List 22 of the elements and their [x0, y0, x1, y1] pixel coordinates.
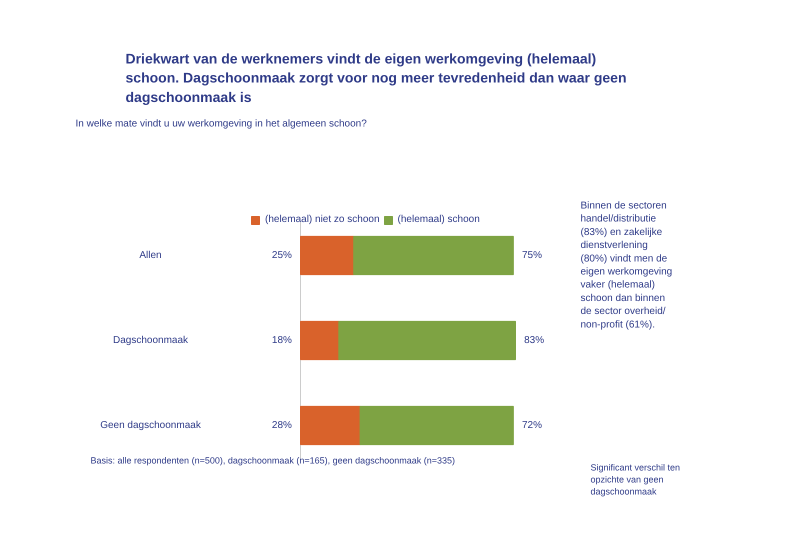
chart-subtitle: In welke mate vindt u uw werkomgeving in het algemeen schoon?	[76, 118, 368, 130]
y-tick-label: Geen dagschoonmaak	[100, 420, 202, 431]
text: Significant verschil ten opzichte van geen dagschoonmaak	[590, 462, 680, 496]
chart-title: Driekwart van de werknemers vindt de eigen werkomgeving (helemaal) schoon. Dagschoonmaak zorgt voor nog meer tevredenheid dan waar geen dagschoonmaak is	[126, 50, 626, 105]
legend-label: (helemaal) niet zo schoon	[265, 214, 380, 225]
text: Binnen de sectoren handel/distributie (83%) en zakelijke dienstverlening (80%) vindt men de eigen werkomgeving vaker (helemaal) schoon dan binnen de sector overheid/ non-profit (61%).	[580, 200, 672, 330]
bar	[360, 406, 514, 446]
data-label: 72%	[522, 420, 542, 431]
y-tick-label: Dagschoonmaak	[112, 335, 190, 346]
data-label: 83%	[524, 335, 544, 346]
bar	[300, 320, 340, 360]
y-tick-label: Allen	[139, 250, 162, 261]
data-label: 18%	[272, 335, 292, 346]
annotation: Basis: alle respondenten (n=500), dagschoonmaak (n=165), geen dagschoonmaak (n=335)	[90, 456, 455, 466]
data-label: 28%	[272, 420, 292, 431]
bar	[300, 236, 354, 276]
data-label: 25%	[272, 250, 292, 261]
bar	[338, 320, 516, 360]
data-label: 75%	[522, 250, 542, 261]
bar	[300, 406, 361, 446]
bar	[353, 236, 514, 276]
legend-label: (helemaal) schoon	[398, 214, 480, 225]
